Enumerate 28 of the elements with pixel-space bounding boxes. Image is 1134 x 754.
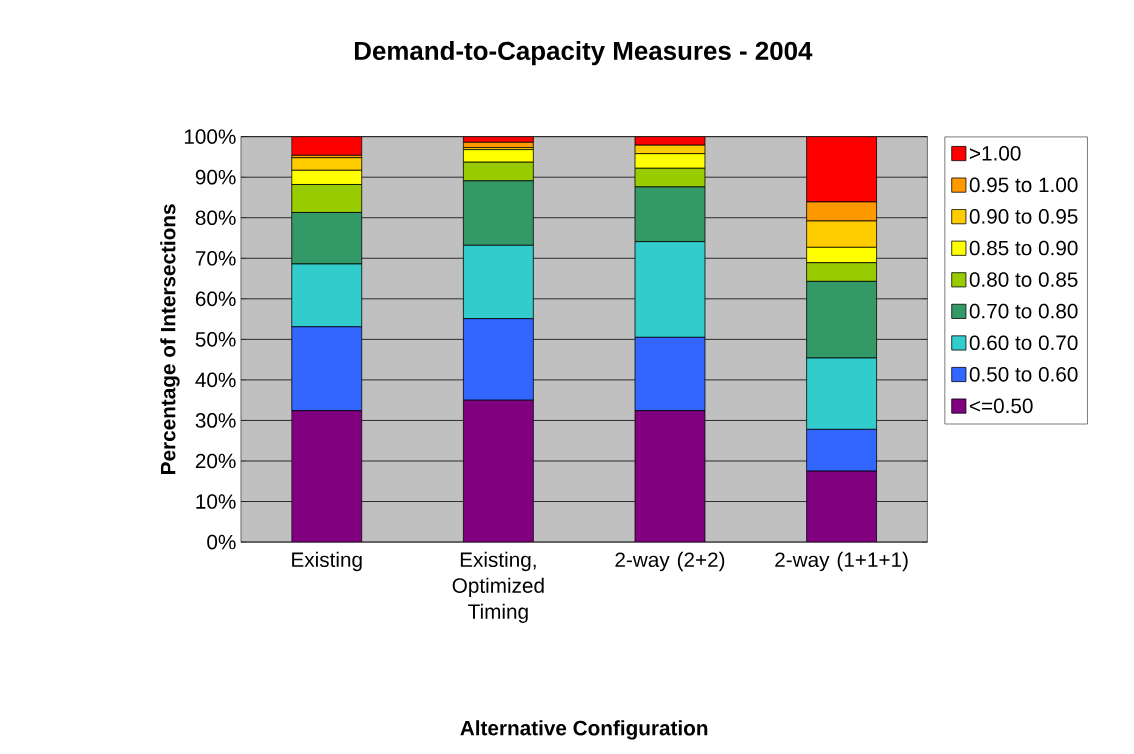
y-tick-label: 10% (196, 494, 236, 509)
legend-label: 0.70 to 0.80 (969, 303, 1078, 319)
x-tick-label: 2-way (2+2) (615, 551, 725, 572)
y-tick-label: 100% (184, 129, 236, 145)
legend-label: 0.60 to 0.70 (969, 335, 1078, 351)
legend-label: 0.90 to 0.95 (969, 209, 1078, 224)
legend-label: 0.50 to 0.60 (969, 367, 1078, 382)
chart-title: Demand-to-Capacity Measures - 2004 (354, 41, 813, 66)
y-tick-label: 20% (195, 453, 236, 469)
x-tick-label: Existing, Optimized Timing (452, 551, 544, 624)
y-tick-label: 0% (207, 534, 236, 550)
legend-label: >1.00 (969, 146, 1021, 161)
legend-label: 0.80 to 0.85 (969, 272, 1078, 287)
y-tick-label: 90% (195, 169, 236, 185)
y-axis-title: Percentage of Intersections (160, 204, 180, 474)
legend-label: 0.95 to 1.00 (969, 177, 1078, 193)
legend-label: 0.85 to 0.90 (969, 240, 1078, 256)
bar (291, 136, 363, 156)
y-tick-label: 70% (195, 251, 236, 266)
y-tick-label: 60% (195, 291, 236, 307)
x-tick-label: Existing (292, 551, 362, 572)
x-tick-label: 2-way (1+1+1) (775, 551, 908, 572)
legend-label: <=0.50 (969, 398, 1033, 414)
x-axis-title: Alternative Configuration (460, 720, 708, 740)
y-tick-label: 50% (195, 332, 236, 347)
y-tick-label: 30% (195, 413, 236, 428)
y-tick-label: 40% (195, 372, 236, 388)
y-tick-label: 80% (195, 210, 236, 226)
